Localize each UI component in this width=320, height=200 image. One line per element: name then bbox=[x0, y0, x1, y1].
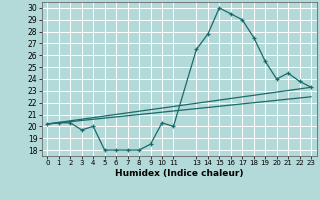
X-axis label: Humidex (Indice chaleur): Humidex (Indice chaleur) bbox=[115, 169, 244, 178]
